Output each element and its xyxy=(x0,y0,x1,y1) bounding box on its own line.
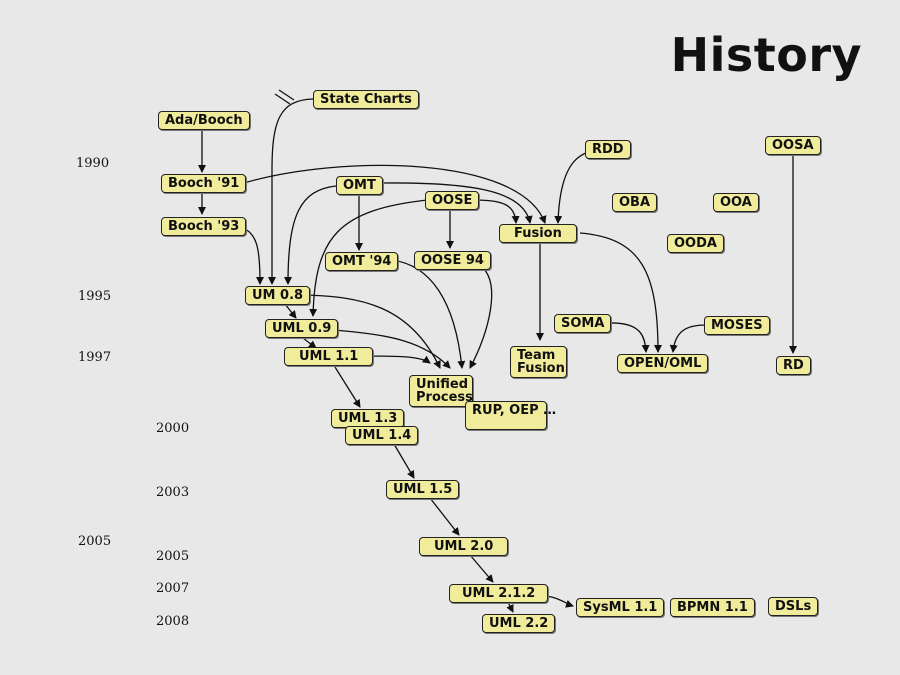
edge xyxy=(243,164,547,224)
node-fusion: Fusion xyxy=(499,224,577,243)
node-uml22: UML 2.2 xyxy=(482,614,556,633)
node-dsls: DSLs xyxy=(768,597,819,616)
node-uml13: UML 1.3 xyxy=(331,409,405,428)
node-bpmn: BPMN 1.1 xyxy=(670,598,755,617)
edge xyxy=(607,322,650,353)
node-oosa: OOSA xyxy=(765,136,821,155)
year-label: 2007 xyxy=(156,581,190,596)
edge xyxy=(469,554,494,583)
node-uml212: UML 2.1.2 xyxy=(449,584,549,603)
year-label: 2003 xyxy=(156,485,190,500)
edge xyxy=(284,185,337,285)
node-uml15: UML 1.5 xyxy=(386,480,460,499)
node-uml20: UML 2.0 xyxy=(419,537,509,556)
edge xyxy=(429,497,460,536)
year-label: 2008 xyxy=(156,614,190,629)
node-booch91: Booch '91 xyxy=(161,174,247,193)
year-label: 2000 xyxy=(156,421,190,436)
node-omt: OMT xyxy=(336,176,383,195)
edge xyxy=(331,329,451,369)
node-open-oml: OPEN/OML xyxy=(617,354,709,373)
edge xyxy=(554,148,607,224)
node-rdd: RDD xyxy=(585,140,631,159)
node-sysml: SysML 1.1 xyxy=(576,598,665,617)
edge xyxy=(379,182,533,224)
node-soma: SOMA xyxy=(554,314,612,333)
year-label: 1995 xyxy=(78,289,112,304)
edge xyxy=(268,98,314,285)
edge xyxy=(274,89,295,105)
edge xyxy=(334,366,361,408)
node-uml11: UML 1.1 xyxy=(284,347,374,366)
year-label: 1997 xyxy=(78,350,112,365)
edge xyxy=(579,232,662,353)
page-title: History xyxy=(670,28,862,82)
edge xyxy=(284,303,297,319)
edge xyxy=(301,294,441,369)
node-ooa: OOA xyxy=(713,193,759,212)
edge xyxy=(391,259,466,369)
node-rup-oep: RUP, OEP … xyxy=(465,401,556,430)
node-rd: RD xyxy=(776,356,811,375)
node-uml09: UML 0.9 xyxy=(265,319,339,338)
node-team-fusion: Team Fusion xyxy=(510,346,567,378)
node-unified-process: Unified Process xyxy=(409,375,473,407)
node-oba: OBA xyxy=(612,193,658,212)
node-um08: UM 0.8 xyxy=(245,286,311,305)
edge xyxy=(309,199,428,317)
edge xyxy=(474,199,520,224)
year-label: 1990 xyxy=(76,156,110,171)
node-ada-booch: Ada/Booch xyxy=(158,111,250,130)
node-uml14: UML 1.4 xyxy=(345,426,419,445)
edge xyxy=(393,443,415,479)
edge xyxy=(302,337,317,349)
node-oose94: OOSE 94 xyxy=(414,251,491,270)
node-booch93: Booch '93 xyxy=(161,217,247,236)
node-ooda: OODA xyxy=(667,234,724,253)
node-omt94: OMT '94 xyxy=(325,252,399,271)
year-label: 2005 xyxy=(78,534,112,549)
year-label: 2005 xyxy=(156,549,190,564)
edge xyxy=(669,324,707,353)
edge xyxy=(242,227,264,285)
node-moses: MOSES xyxy=(704,316,770,335)
node-oose: OOSE xyxy=(425,191,480,210)
edge xyxy=(506,601,514,613)
edge xyxy=(469,267,493,369)
node-state-charts: State Charts xyxy=(313,90,419,109)
